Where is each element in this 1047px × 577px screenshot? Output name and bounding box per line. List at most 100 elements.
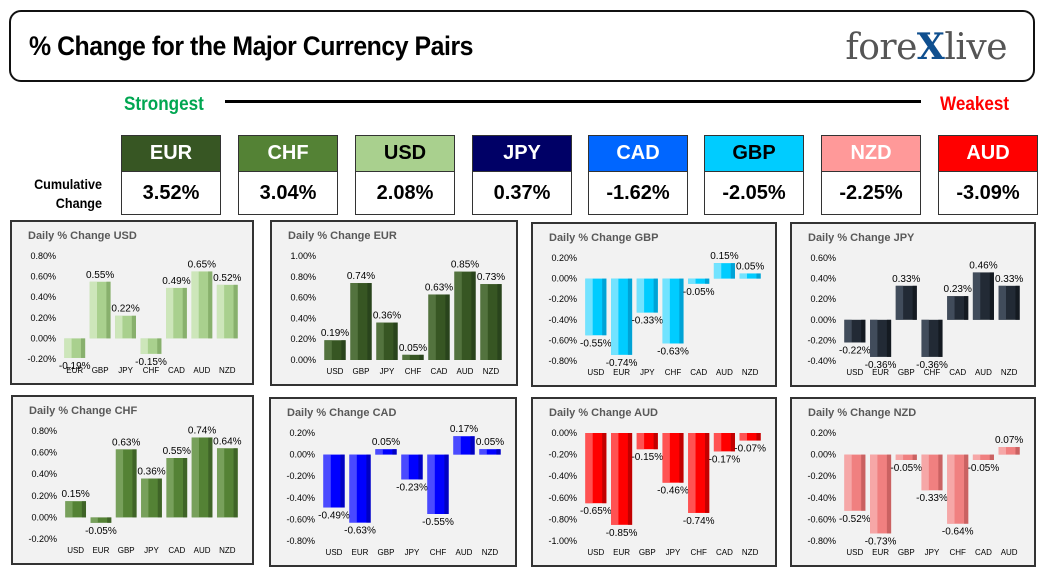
- bar-group: [947, 454, 969, 524]
- x-category-label: NZD: [1001, 368, 1018, 377]
- x-category-label: USD: [587, 548, 604, 557]
- bar-highlight: [739, 273, 747, 279]
- data-label: -0.46%: [657, 486, 689, 497]
- bar-highlight: [376, 322, 384, 360]
- bar-shade: [938, 454, 943, 491]
- bar-shade: [132, 449, 137, 518]
- data-label: -0.73%: [865, 536, 897, 547]
- weakest-label: Weakest: [940, 94, 1010, 115]
- bar-shade: [208, 271, 213, 339]
- bar-shade: [602, 278, 607, 336]
- data-label: 0.05%: [399, 343, 427, 354]
- data-label: 0.05%: [372, 437, 400, 448]
- y-tick-label: 0.60%: [31, 448, 57, 458]
- y-tick-label: -0.20%: [548, 450, 577, 460]
- bar-group: [90, 517, 112, 523]
- chart-background: [792, 399, 1034, 565]
- cumulative-change-label: Cumulative Change: [34, 175, 102, 213]
- page-title: % Change for the Major Currency Pairs: [29, 31, 474, 61]
- chart-title: Daily % Change JPY: [808, 232, 915, 244]
- bar-group: [350, 283, 372, 360]
- data-label: 0.63%: [425, 282, 453, 293]
- bar-shade: [418, 454, 423, 480]
- bar-highlight: [65, 501, 73, 518]
- bar-shade: [81, 501, 87, 518]
- y-tick-label: -0.20%: [27, 354, 56, 364]
- bar-shade: [131, 315, 136, 339]
- x-category-label: CHF: [690, 548, 707, 557]
- bar-highlight: [611, 433, 619, 525]
- bar-group: [844, 454, 866, 511]
- currency-cumulative-value: 0.37%: [472, 172, 572, 215]
- bar-group: [115, 449, 137, 518]
- y-tick-label: -0.60%: [807, 514, 836, 524]
- y-tick-label: 0.20%: [31, 491, 57, 501]
- data-label: -0.63%: [344, 526, 376, 537]
- data-label: 0.33%: [995, 274, 1023, 285]
- currency-cumulative-value: -1.62%: [588, 172, 688, 215]
- y-tick-label: 0.00%: [290, 355, 316, 365]
- x-category-label: EUR: [92, 546, 109, 555]
- y-tick-label: -0.60%: [286, 514, 315, 524]
- bar-chart-svg: Daily % Change EUR 0.00% 0.20% 0.40% 0.60% 0.…: [272, 222, 516, 384]
- data-label: 0.73%: [477, 272, 505, 283]
- x-category-label: JPY: [380, 367, 395, 376]
- bar-shade: [392, 449, 397, 455]
- bar-shade: [445, 294, 450, 360]
- bar-shade: [107, 517, 112, 523]
- data-label: 0.63%: [112, 437, 140, 448]
- y-tick-label: -0.40%: [807, 356, 836, 366]
- x-category-label: EUR: [872, 548, 889, 557]
- bar-highlight: [870, 454, 878, 534]
- x-category-label: NZD: [219, 366, 236, 375]
- bar-group: [921, 454, 943, 491]
- bar-chart-svg: Daily % Change CHF -0.20% 0.00% 0.20% 0.40% 0…: [13, 397, 252, 563]
- y-tick-label: 0.00%: [30, 333, 56, 343]
- y-tick-label: 0.00%: [31, 512, 57, 522]
- currency-cell-eur: EUR 3.52%: [121, 135, 221, 215]
- x-category-label: GBP: [353, 367, 370, 376]
- bar-group: [870, 454, 892, 534]
- y-tick-label: 0.00%: [810, 450, 836, 460]
- bar-highlight: [402, 354, 410, 360]
- bar-highlight: [739, 433, 747, 441]
- data-label: 0.07%: [995, 435, 1023, 446]
- bar: [739, 273, 761, 279]
- data-label: -0.63%: [657, 346, 689, 357]
- bar-shade: [470, 436, 475, 455]
- chart-panel-gbp: Daily % Change GBP -0.80% -0.60% -0.40% -0.2…: [531, 222, 777, 387]
- bar-highlight: [479, 449, 487, 455]
- x-category-label: AUD: [975, 368, 992, 377]
- data-label: -0.33%: [631, 316, 663, 327]
- x-category-label: JPY: [925, 548, 940, 557]
- y-tick-label: 0.00%: [551, 274, 577, 284]
- x-category-label: AUD: [1001, 548, 1018, 557]
- currency-cell-chf: CHF 3.04%: [238, 135, 338, 215]
- bar-group: [323, 454, 345, 508]
- bar-group: [64, 338, 86, 358]
- x-category-label: USD: [327, 367, 344, 376]
- x-category-label: AUD: [716, 368, 733, 377]
- x-category-label: USD: [587, 368, 604, 377]
- bar-shade: [233, 448, 238, 518]
- y-tick-label: 0.20%: [289, 428, 315, 438]
- bar-group: [115, 315, 136, 339]
- x-category-label: AUD: [457, 367, 474, 376]
- logo-text-fore: fore: [845, 27, 917, 68]
- bar-shade: [367, 283, 372, 360]
- data-label: 0.85%: [451, 260, 479, 271]
- y-tick-label: 0.20%: [290, 334, 316, 344]
- chart-title: Daily % Change CHF: [29, 405, 137, 417]
- bar: [998, 447, 1020, 455]
- bar-highlight: [688, 278, 696, 284]
- currency-code: CHF: [238, 135, 338, 172]
- bar-shade: [183, 458, 188, 518]
- data-label: 0.64%: [213, 436, 241, 447]
- x-category-label: CAD: [431, 367, 448, 376]
- bar-group: [216, 284, 238, 339]
- y-tick-label: 0.40%: [31, 469, 57, 479]
- bar: [90, 517, 112, 523]
- logo-x-mark: X: [916, 26, 945, 68]
- y-tick-label: -1.00%: [548, 536, 577, 546]
- bar-group: [713, 263, 735, 279]
